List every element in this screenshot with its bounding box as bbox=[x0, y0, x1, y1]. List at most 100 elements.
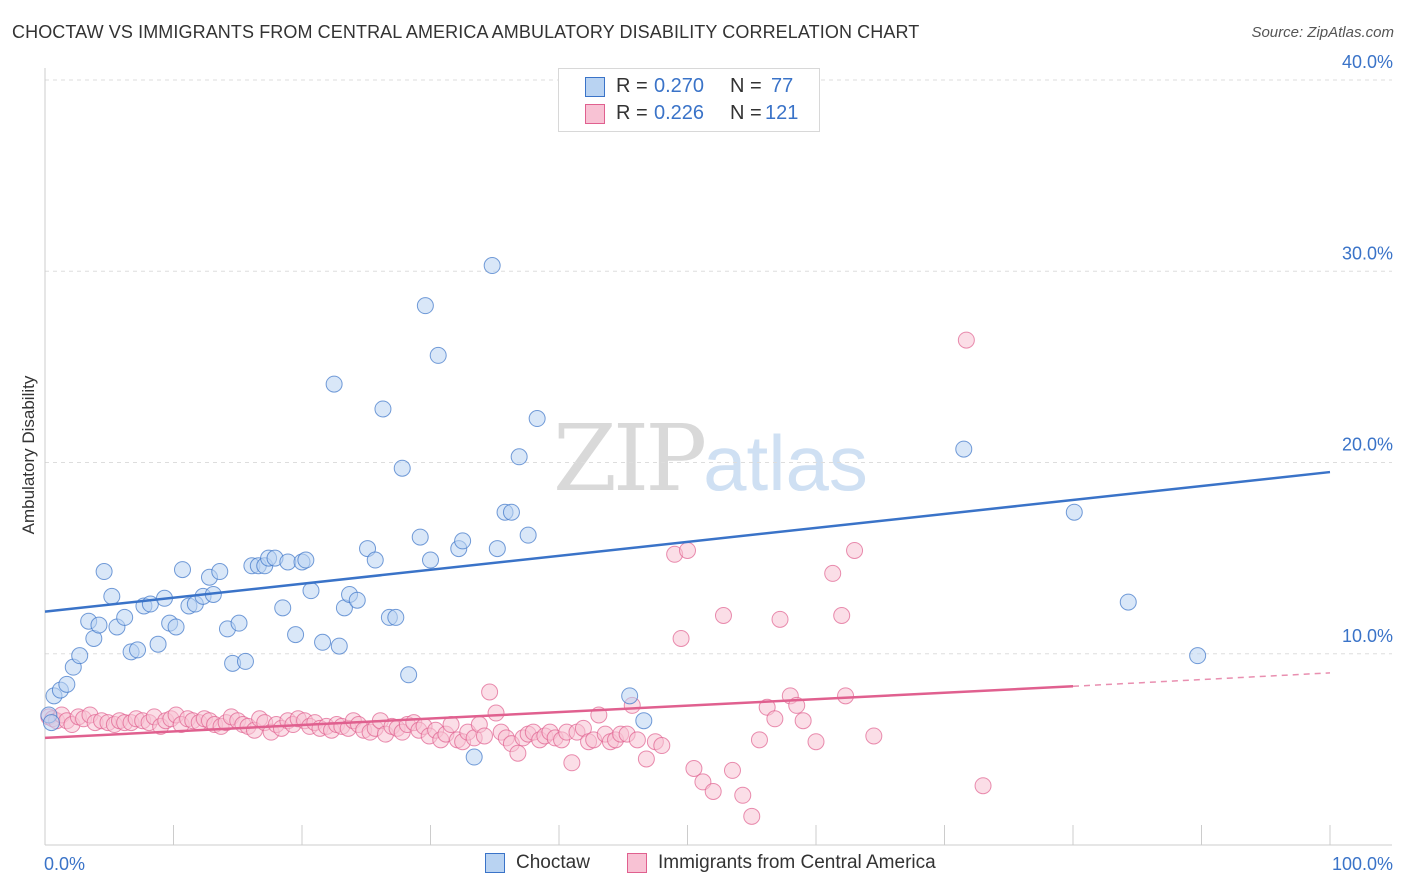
x-tick-label: 0.0% bbox=[44, 854, 85, 874]
immigrants-point bbox=[794, 712, 812, 730]
choctaw-point bbox=[366, 551, 384, 569]
immigrants-point bbox=[714, 607, 732, 624]
choctaw-point bbox=[393, 459, 411, 477]
choctaw-point bbox=[519, 526, 537, 544]
legend-r-value: 0.226 bbox=[654, 102, 705, 124]
data-points bbox=[40, 257, 1207, 825]
choctaw-point bbox=[528, 410, 546, 428]
y-tick-label: 10.0% bbox=[1342, 626, 1393, 646]
immigrants-point bbox=[743, 807, 761, 825]
choctaw-point bbox=[488, 540, 506, 558]
choctaw-point bbox=[129, 641, 147, 659]
immigrants-point bbox=[734, 786, 752, 804]
choctaw-point bbox=[149, 635, 167, 653]
choctaw-point bbox=[325, 375, 343, 393]
immigrants-trend-line bbox=[44, 685, 1074, 740]
immigrants-point bbox=[704, 782, 722, 800]
immigrants-point bbox=[628, 731, 646, 749]
immigrants-point bbox=[653, 737, 671, 755]
choctaw-point bbox=[387, 608, 405, 626]
choctaw-point bbox=[348, 591, 366, 609]
choctaw-point bbox=[621, 687, 639, 705]
choctaw-point bbox=[416, 297, 434, 315]
choctaw-point bbox=[302, 582, 320, 600]
immigrants-point bbox=[672, 629, 690, 647]
choctaw-point bbox=[429, 346, 447, 364]
immigrants-point bbox=[487, 704, 505, 722]
immigrants-point bbox=[771, 610, 789, 628]
immigrants-swatch bbox=[627, 853, 647, 873]
choctaw-point bbox=[287, 626, 305, 644]
legend-r-key: R = bbox=[616, 102, 648, 124]
immigrants-point bbox=[563, 754, 581, 772]
immigrants-points bbox=[40, 331, 992, 825]
immigrants-point bbox=[723, 761, 741, 779]
choctaw-point bbox=[95, 563, 113, 581]
immigrants-point bbox=[833, 607, 851, 624]
immigrants-point bbox=[807, 733, 825, 751]
choctaw-point bbox=[42, 714, 60, 732]
legend-n-key: N = bbox=[730, 102, 762, 124]
immigrants-point bbox=[637, 750, 655, 768]
choctaw-trend-line bbox=[44, 470, 1331, 613]
choctaw-point bbox=[279, 553, 297, 571]
immigrants-point bbox=[475, 727, 493, 745]
choctaw-point bbox=[167, 618, 185, 636]
y-tick-label: 30.0% bbox=[1342, 243, 1393, 263]
choctaw-point bbox=[1189, 647, 1207, 665]
choctaw-point bbox=[1065, 503, 1083, 521]
choctaw-point bbox=[116, 608, 134, 626]
choctaw-point bbox=[90, 616, 108, 634]
legend-n-key: N = bbox=[730, 75, 762, 97]
choctaw-point bbox=[236, 652, 254, 670]
choctaw-point bbox=[274, 599, 292, 617]
x-tick-label: 100.0% bbox=[1332, 854, 1393, 874]
legend-n-value: 121 bbox=[765, 102, 799, 124]
immigrants-point bbox=[846, 541, 864, 559]
immigrants-point bbox=[685, 760, 703, 777]
choctaw-point bbox=[58, 675, 76, 693]
choctaw-point bbox=[330, 637, 348, 655]
choctaw-point bbox=[955, 440, 973, 458]
source-label: Source: ZipAtlas.com bbox=[1251, 24, 1394, 41]
immigrants-trend-extension bbox=[1072, 672, 1331, 688]
y-tick-label: 40.0% bbox=[1342, 52, 1393, 72]
choctaw-swatch bbox=[485, 853, 505, 873]
tick-labels: 10.0% 20.0% 30.0% 40.0% 0.0% 100.0% bbox=[44, 52, 1393, 874]
choctaw-point bbox=[400, 666, 418, 684]
choctaw-point bbox=[103, 587, 121, 605]
immigrants-point bbox=[481, 683, 499, 701]
bottom-legend-label: Choctaw bbox=[516, 852, 590, 873]
choctaw-point bbox=[483, 257, 501, 275]
legend-r-value: 0.270 bbox=[654, 75, 705, 97]
immigrants-point bbox=[865, 727, 883, 745]
choctaw-swatch bbox=[585, 77, 605, 97]
choctaw-points bbox=[40, 257, 1207, 766]
choctaw-point bbox=[211, 563, 229, 581]
trend-lines bbox=[44, 470, 1331, 740]
choctaw-point bbox=[1119, 593, 1137, 611]
immigrants-point bbox=[750, 731, 768, 749]
choctaw-point bbox=[411, 528, 429, 546]
immigrants-swatch bbox=[585, 104, 605, 124]
immigrants-point bbox=[824, 564, 842, 582]
legend-r-key: R = bbox=[616, 75, 648, 97]
immigrants-point bbox=[509, 744, 527, 762]
correlation-legend: R = 0.270 N = 77 R = 0.226 N = 121 bbox=[558, 68, 820, 132]
choctaw-point bbox=[374, 400, 392, 418]
legend-n-value: 77 bbox=[771, 75, 794, 97]
choctaw-point bbox=[230, 614, 248, 632]
immigrants-point bbox=[679, 541, 696, 559]
choctaw-point bbox=[510, 448, 528, 466]
y-tick-label: 20.0% bbox=[1342, 435, 1393, 455]
choctaw-point bbox=[314, 633, 332, 651]
bottom-legend-label: Immigrants from Central America bbox=[658, 852, 936, 873]
immigrants-point bbox=[766, 710, 784, 728]
choctaw-point bbox=[173, 561, 191, 579]
choctaw-point bbox=[71, 647, 89, 665]
choctaw-point bbox=[502, 503, 520, 521]
choctaw-point bbox=[635, 712, 653, 730]
chart-title: CHOCTAW VS IMMIGRANTS FROM CENTRAL AMERI… bbox=[12, 22, 920, 42]
choctaw-point bbox=[422, 551, 439, 569]
